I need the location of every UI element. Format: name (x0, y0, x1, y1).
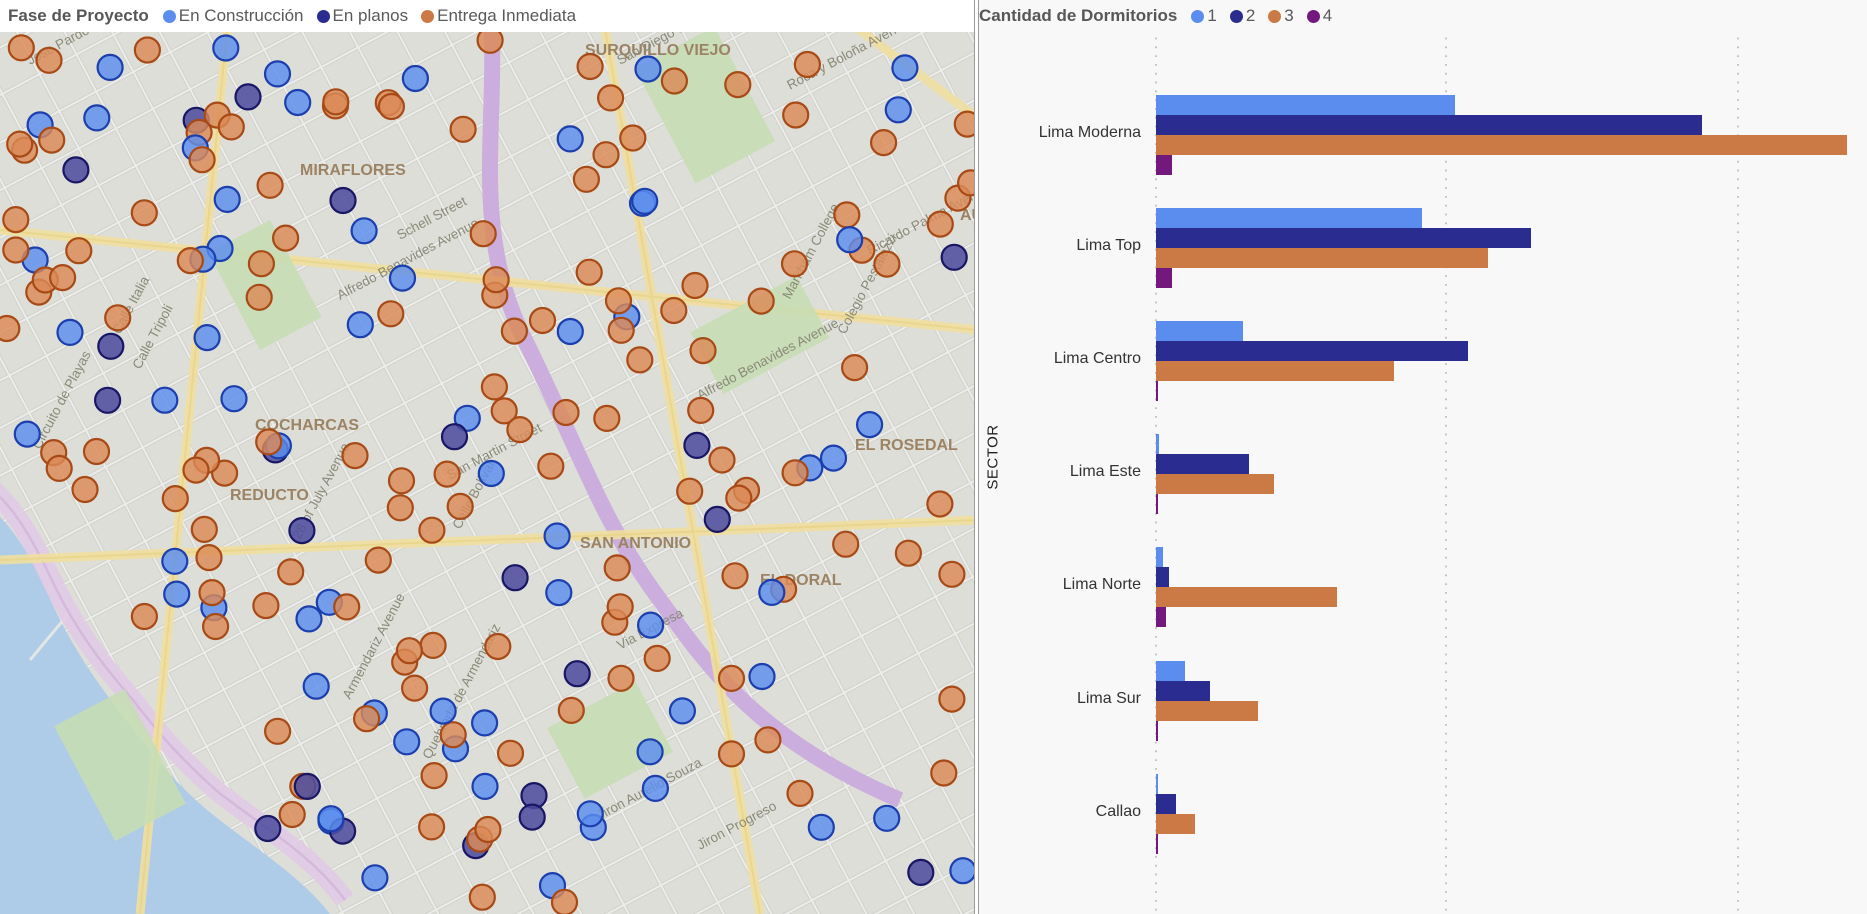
svg-text:EL ROSEDAL: EL ROSEDAL (855, 437, 958, 454)
svg-text:MIRAFLORES: MIRAFLORES (300, 162, 406, 179)
svg-text:SAN ANTONIO: SAN ANTONIO (580, 535, 691, 552)
svg-text:REDUCTO: REDUCTO (230, 487, 309, 504)
